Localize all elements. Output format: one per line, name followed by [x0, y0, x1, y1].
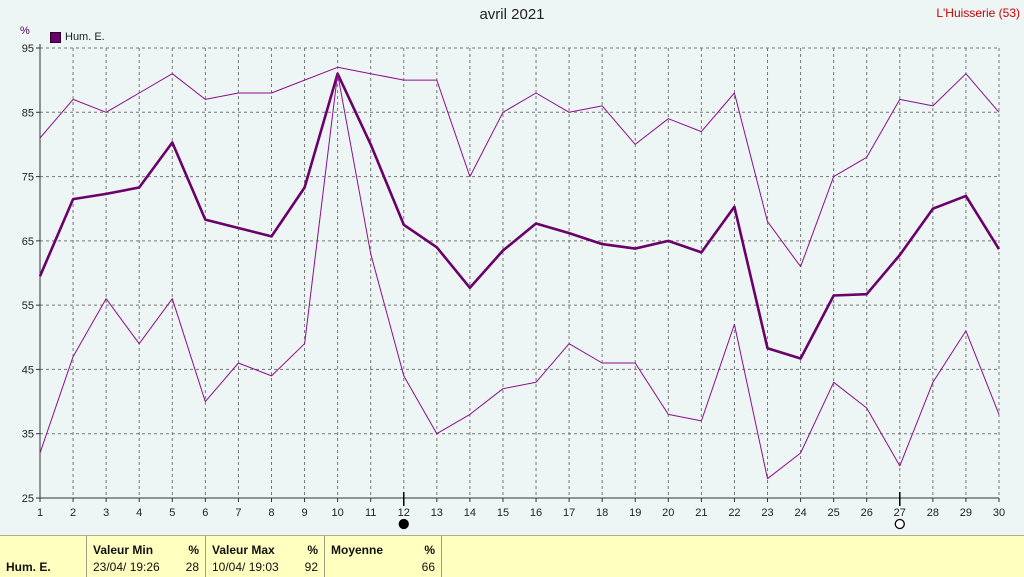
x-tick-label: 10 [331, 507, 343, 519]
legend-label: Hum. E. [65, 31, 105, 43]
footer-row-label: Hum. E. [6, 560, 51, 574]
x-tick-label: 21 [695, 507, 707, 519]
footer-mean-cell: Moyenne % 66 [324, 536, 442, 577]
max-header: Valeur Max [212, 543, 275, 557]
y-tick-label: 95 [22, 43, 34, 55]
min-time: 23/04/ 19:26 [93, 560, 160, 574]
x-tick-label: 14 [464, 507, 476, 519]
legend-swatch [50, 31, 61, 43]
mean-header: Moyenne [331, 543, 384, 557]
min-unit: % [188, 543, 199, 557]
x-tick-label: 23 [761, 507, 773, 519]
x-tick-label: 7 [235, 507, 241, 519]
x-tick-label: 13 [431, 507, 443, 519]
x-tick-label: 9 [301, 507, 307, 519]
x-tick-label: 22 [728, 507, 740, 519]
x-tick-label: 30 [993, 507, 1005, 519]
x-tick-label: 2 [70, 507, 76, 519]
y-tick-label: 55 [22, 300, 34, 312]
tick-labels: 1 2 3 4 5 6 7 8 9 10 11 12 13 14 15 16 17 18 19 20 21 22 23 24 2… [22, 43, 1005, 519]
footer-min-cell: Valeur Min % 23/04/ 19:26 28 [86, 536, 206, 577]
footer-label-cell: Hum. E. [0, 536, 87, 577]
full-moon-icon [894, 518, 905, 530]
x-tick-label: 4 [136, 507, 142, 519]
max-time: 10/04/ 19:03 [212, 560, 279, 574]
min-header: Valeur Min [93, 543, 154, 557]
y-tick-label: 65 [22, 236, 34, 248]
stats-footer: Hum. E. Valeur Min % 23/04/ 19:26 28 Val… [0, 535, 1024, 577]
new-moon-icon [398, 518, 409, 530]
y-tick-label: 35 [22, 429, 34, 441]
series-min-line [39, 73, 1000, 480]
x-tick-label: 19 [629, 507, 641, 519]
x-tick-label: 25 [828, 507, 840, 519]
chart-area: 1 2 3 4 5 6 7 8 9 10 11 12 13 14 15 16 17 18 19 20 21 22 23 24 2… [22, 43, 1005, 530]
x-tick-label: 11 [365, 507, 376, 519]
legend: Hum. E. [50, 31, 105, 43]
y-tick-label: 25 [22, 493, 34, 505]
location-label: L'Huisserie (53) [936, 6, 1020, 20]
x-tick-label: 6 [202, 507, 208, 519]
x-tick-label: 28 [927, 507, 939, 519]
chart-title: avril 2021 [479, 6, 545, 23]
series-max-line [39, 66, 1000, 268]
x-tick-label: 24 [794, 507, 806, 519]
x-tick-label: 5 [169, 507, 175, 519]
x-tick-label: 17 [563, 507, 575, 519]
x-tick-label: 20 [662, 507, 674, 519]
x-tick-label: 8 [268, 507, 274, 519]
series-mean-line [38, 72, 1001, 360]
x-tick-label: 27 [894, 507, 906, 519]
min-value: 28 [185, 560, 199, 574]
x-tick-label: 26 [861, 507, 873, 519]
x-tick-label: 3 [103, 507, 109, 519]
x-tick-label: 16 [530, 507, 542, 519]
x-tick-label: 18 [596, 507, 608, 519]
y-tick-label: 85 [22, 107, 34, 119]
y-tick-label: 75 [22, 172, 34, 184]
footer-max-cell: Valeur Max % 10/04/ 19:03 92 [205, 536, 325, 577]
x-tick-label: 15 [497, 507, 509, 519]
mean-unit: % [424, 543, 435, 557]
y-tick-label: 45 [22, 364, 34, 376]
axes [36, 44, 1000, 502]
mean-value: 66 [421, 560, 435, 574]
x-tick-label: 29 [960, 507, 972, 519]
moon-phase-markers [398, 492, 905, 530]
x-tick-label: 12 [398, 507, 410, 519]
max-unit: % [307, 543, 318, 557]
max-value: 92 [304, 560, 318, 574]
y-axis-unit: % [20, 25, 30, 37]
grid-lines [40, 47, 1000, 498]
data-series [38, 66, 1001, 480]
x-tick-label: 1 [37, 507, 43, 519]
